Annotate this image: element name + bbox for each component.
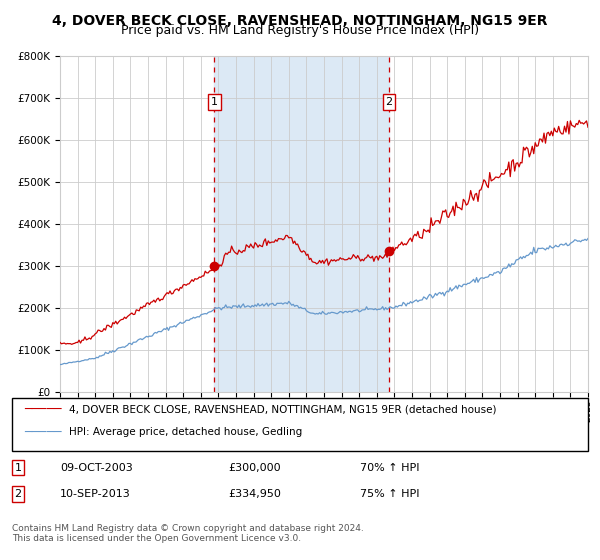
Text: Contains HM Land Registry data © Crown copyright and database right 2024.
This d: Contains HM Land Registry data © Crown c… — [12, 524, 364, 543]
Text: 09-OCT-2003: 09-OCT-2003 — [60, 463, 133, 473]
Text: 4, DOVER BECK CLOSE, RAVENSHEAD, NOTTINGHAM, NG15 9ER: 4, DOVER BECK CLOSE, RAVENSHEAD, NOTTING… — [52, 14, 548, 28]
Text: £334,950: £334,950 — [228, 489, 281, 499]
Text: 2: 2 — [14, 489, 22, 499]
Text: HPI: Average price, detached house, Gedling: HPI: Average price, detached house, Gedl… — [69, 427, 302, 437]
Text: 2: 2 — [385, 97, 392, 107]
Text: 10-SEP-2013: 10-SEP-2013 — [60, 489, 131, 499]
Text: 75% ↑ HPI: 75% ↑ HPI — [360, 489, 419, 499]
Text: 4, DOVER BECK CLOSE, RAVENSHEAD, NOTTINGHAM, NG15 9ER (detached house): 4, DOVER BECK CLOSE, RAVENSHEAD, NOTTING… — [69, 405, 497, 415]
Text: £300,000: £300,000 — [228, 463, 281, 473]
Text: Price paid vs. HM Land Registry's House Price Index (HPI): Price paid vs. HM Land Registry's House … — [121, 24, 479, 37]
Text: 1: 1 — [211, 97, 218, 107]
Text: 1: 1 — [14, 463, 22, 473]
Bar — [214, 56, 389, 392]
Text: ─────: ───── — [24, 426, 62, 439]
Text: 70% ↑ HPI: 70% ↑ HPI — [360, 463, 419, 473]
Text: ─────: ───── — [24, 403, 62, 417]
